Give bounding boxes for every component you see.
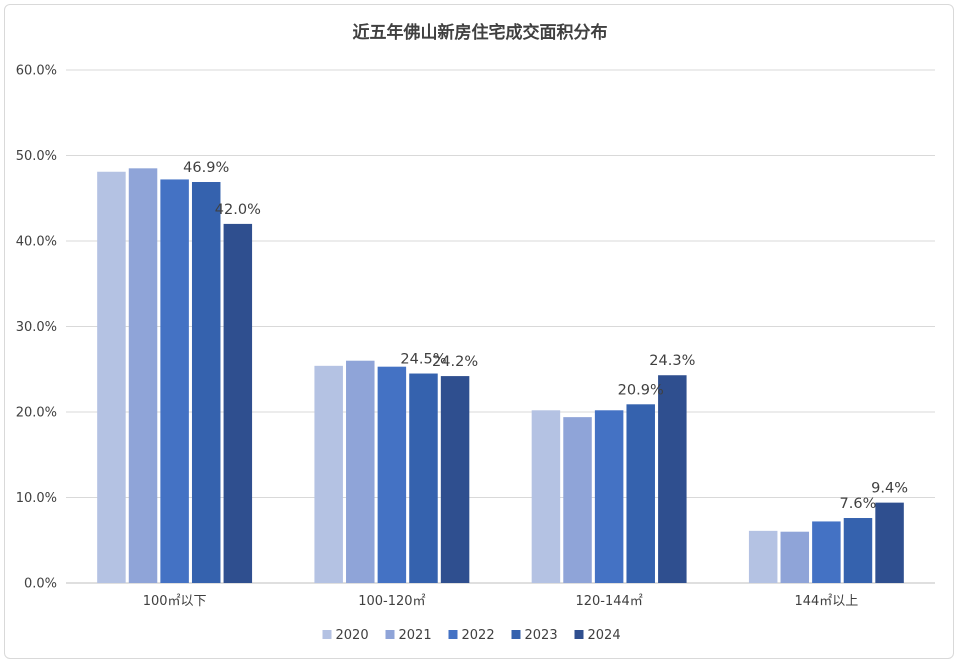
legend-swatch <box>322 630 332 639</box>
bar <box>346 360 375 583</box>
x-axis-ticks: 100㎡以下 100-120㎡ 120-144㎡ 144㎡以上 <box>143 594 859 609</box>
bar <box>97 171 126 583</box>
x-tick-label: 100-120㎡ <box>358 594 425 609</box>
x-tick-label: 120-144㎡ <box>575 594 642 609</box>
bar <box>377 366 407 583</box>
bar <box>128 168 158 583</box>
y-tick-label: 40.0% <box>16 235 57 250</box>
bar <box>160 179 189 583</box>
x-tick-label: 100㎡以下 <box>143 594 207 609</box>
bar <box>626 404 655 583</box>
y-axis-ticks: 0.0% 10.0% 20.0% 30.0% 40.0% 50.0% 60.0% <box>16 64 57 592</box>
legend-swatch <box>574 630 584 639</box>
bars <box>97 168 904 583</box>
bar <box>594 410 624 583</box>
bar <box>440 376 470 583</box>
bar <box>409 373 438 583</box>
bar <box>843 518 873 583</box>
y-tick-label: 10.0% <box>16 491 57 506</box>
y-tick-label: 30.0% <box>16 320 57 335</box>
legend-label: 2024 <box>588 628 621 643</box>
bar <box>748 530 778 583</box>
bar <box>531 410 561 583</box>
bar <box>875 502 904 583</box>
bar <box>191 182 221 583</box>
legend-swatch <box>385 630 395 639</box>
legend-swatch <box>448 630 458 639</box>
y-tick-label: 50.0% <box>16 149 57 164</box>
bar <box>563 417 592 583</box>
legend-label: 2021 <box>399 628 432 643</box>
data-label: 20.9% <box>618 382 664 398</box>
x-tick-label: 144㎡以上 <box>794 594 858 609</box>
data-labels: 46.9% 42.0% 24.5%24.2% 20.9% 24.3% 7.6%9.4% <box>183 160 908 512</box>
data-label: 24.2% <box>432 354 478 370</box>
legend: 2020 2021 2022 2023 2024 <box>322 628 621 643</box>
y-tick-label: 20.0% <box>16 406 57 421</box>
legend-label: 2020 <box>336 628 369 643</box>
bar <box>314 365 343 583</box>
data-label: 42.0% <box>215 202 261 218</box>
bar <box>812 521 841 583</box>
legend-swatch <box>511 630 521 639</box>
data-label: 46.9% <box>183 160 229 176</box>
data-label: 9.4% <box>871 481 908 497</box>
legend-label: 2022 <box>462 628 495 643</box>
bar <box>223 223 253 583</box>
data-label: 7.6% <box>840 496 877 512</box>
data-label: 24.3% <box>649 353 695 369</box>
legend-label: 2023 <box>525 628 558 643</box>
bar <box>658 375 687 583</box>
y-tick-label: 60.0% <box>16 64 57 79</box>
chart-title: 近五年佛山新房住宅成交面积分布 <box>353 22 608 43</box>
bar <box>780 531 810 583</box>
y-tick-label: 0.0% <box>24 577 57 592</box>
data-label: 24.5% <box>400 352 446 368</box>
